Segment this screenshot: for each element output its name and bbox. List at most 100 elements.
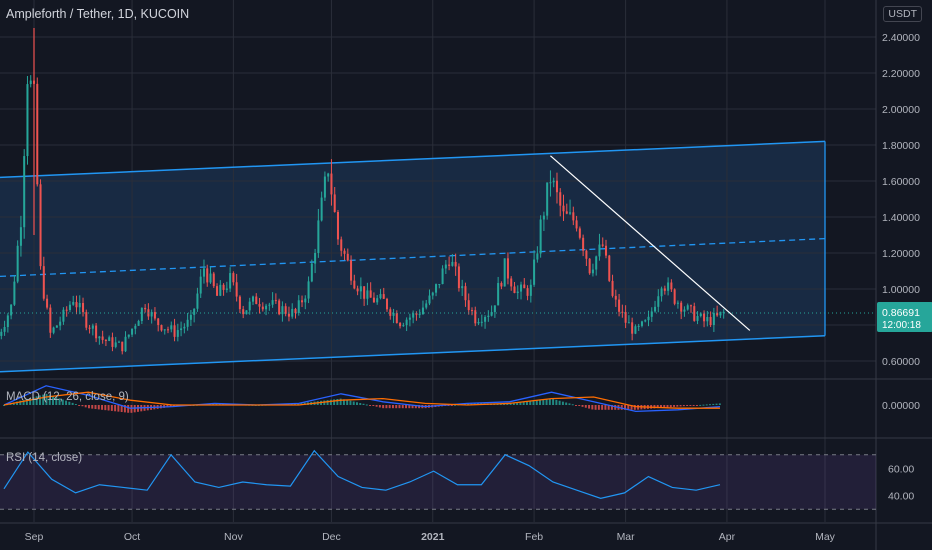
macd-bar <box>529 401 532 405</box>
candle-body <box>6 315 9 327</box>
macd-bar <box>212 403 215 405</box>
candle-body <box>124 336 127 352</box>
price-axis-label: 2.00000 <box>882 104 920 116</box>
candle-body <box>604 245 608 256</box>
candle-body <box>150 312 153 317</box>
candle-body <box>163 329 166 331</box>
candle-body <box>379 294 382 299</box>
macd-bar <box>68 401 71 405</box>
candle-body <box>330 173 333 195</box>
candle-body <box>72 302 75 305</box>
channel-upper-line <box>0 140 826 179</box>
candle-body <box>85 312 88 328</box>
macd-bar <box>516 402 519 405</box>
macd-bar <box>558 400 561 405</box>
macd-bar <box>336 399 339 405</box>
candle-body <box>549 182 552 184</box>
candle-body <box>493 305 496 313</box>
candle-body <box>65 309 68 311</box>
candle-body <box>562 205 565 212</box>
macd-bar <box>38 395 41 405</box>
macd-label[interactable]: MACD (12, 26, close, 9) <box>6 391 129 403</box>
macd-bar <box>666 405 669 408</box>
candle-body <box>29 80 32 85</box>
macd-bar <box>346 400 349 405</box>
candle-body <box>52 327 55 333</box>
candle-body <box>281 306 284 315</box>
macd-bar <box>352 401 355 405</box>
macd-bar <box>656 405 659 409</box>
candle-body <box>314 253 317 264</box>
candle-body <box>399 323 402 327</box>
macd-bar <box>594 405 597 410</box>
candle-body <box>160 325 163 331</box>
macd-bar <box>375 405 378 407</box>
last-price-value: 0.86691 <box>882 307 920 319</box>
macd-bar <box>578 405 581 406</box>
candle-body <box>575 220 578 229</box>
macd-bar <box>297 403 300 405</box>
macd-bar <box>512 402 515 405</box>
candle-body <box>278 300 281 315</box>
macd-bar <box>712 403 715 405</box>
candle-body <box>91 325 94 329</box>
macd-bar <box>349 400 352 405</box>
candle-body <box>536 253 539 260</box>
macd-bar <box>342 399 345 405</box>
candle-body <box>516 291 519 293</box>
candle-body <box>206 268 209 283</box>
candle-body <box>251 296 255 302</box>
candle-body <box>699 313 702 316</box>
currency-badge[interactable]: USDT <box>883 6 922 22</box>
macd-bar <box>87 405 90 409</box>
descending-trendline <box>550 155 751 331</box>
price-axis-label: 2.40000 <box>882 32 920 44</box>
macd-bar <box>552 399 555 405</box>
candle-body <box>510 278 513 287</box>
rsi-axis-label: 40.00 <box>888 491 914 503</box>
macd-bar <box>91 405 94 409</box>
macd-bar <box>627 405 630 410</box>
candle-body <box>650 311 653 317</box>
macd-bar <box>398 405 401 409</box>
macd-bar <box>117 405 120 412</box>
macd-bar <box>25 398 28 405</box>
candle-body <box>405 319 408 326</box>
macd-bar <box>575 405 577 406</box>
macd-bar <box>519 402 522 405</box>
candle-body <box>235 282 238 297</box>
candle-body <box>114 342 117 347</box>
candle-body <box>477 321 480 324</box>
candle-body <box>559 192 562 206</box>
macd-bar <box>408 405 411 409</box>
candle-body <box>229 273 232 289</box>
macd-bar <box>395 405 398 409</box>
rsi-label[interactable]: RSI (14, close) <box>6 452 83 464</box>
macd-bar <box>542 399 545 405</box>
macd-bar <box>52 396 54 405</box>
candle-body <box>484 317 487 322</box>
macd-bar <box>571 404 574 406</box>
candle-body <box>542 215 545 220</box>
macd-bar <box>169 405 172 407</box>
macd-bar <box>35 396 38 405</box>
time-axis-label: May <box>815 531 836 543</box>
candle-body <box>140 307 143 322</box>
candle-body <box>392 313 395 316</box>
candle-body <box>39 184 42 267</box>
candle-body <box>26 84 29 157</box>
macd-bar <box>94 405 97 410</box>
macd-bar <box>581 405 584 407</box>
candle-body <box>49 307 52 333</box>
price-axis-label: 1.60000 <box>882 176 920 188</box>
macd-bar <box>120 405 123 413</box>
candle-body <box>663 288 666 291</box>
time-axis-label: 2021 <box>421 531 445 543</box>
macd-bar <box>84 405 87 408</box>
candle-body <box>42 266 45 299</box>
candle-body <box>356 288 359 292</box>
candle-body <box>75 302 78 308</box>
candle-body <box>601 244 604 246</box>
macd-bar <box>630 405 633 410</box>
